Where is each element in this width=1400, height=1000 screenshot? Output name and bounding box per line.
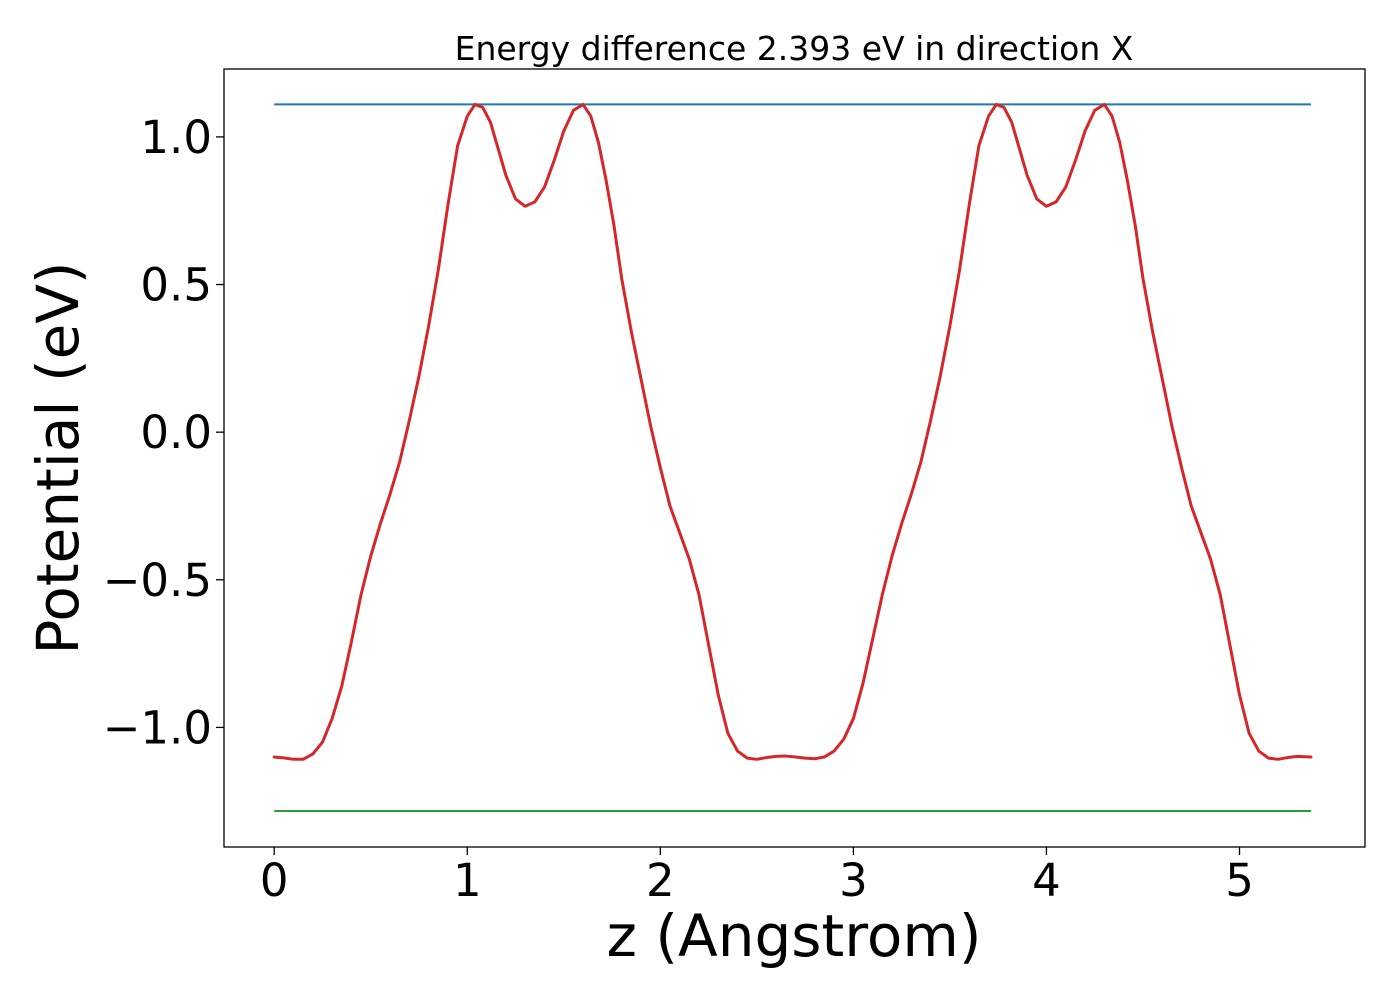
y-axis-label: Potential (eV) [24, 261, 92, 654]
y-tick-label: −0.5 [103, 554, 212, 607]
y-tick-label: −1.0 [103, 701, 212, 754]
plot-frame [223, 68, 1366, 848]
x-tick-label: 5 [1225, 854, 1254, 907]
potential-series-line [272, 102, 1313, 761]
x-tick-label: 2 [646, 854, 675, 907]
x-tick-label: 1 [453, 854, 482, 907]
y-tick-label: 1.0 [140, 111, 212, 164]
x-axis: 0 1 2 3 4 5 [260, 847, 1254, 907]
plot-area [272, 102, 1313, 812]
y-tick-label: 0.0 [140, 406, 212, 459]
x-tick-label: 4 [1032, 854, 1061, 907]
x-tick-label: 0 [260, 854, 289, 907]
y-axis: 1.0 0.5 0.0 −0.5 −1.0 [103, 111, 224, 754]
y-tick-label: 0.5 [140, 259, 212, 312]
x-axis-label: z (Angstrom) [607, 902, 982, 970]
x-tick-label: 3 [839, 854, 868, 907]
chart-title: Energy difference 2.393 eV in direction … [455, 29, 1134, 68]
